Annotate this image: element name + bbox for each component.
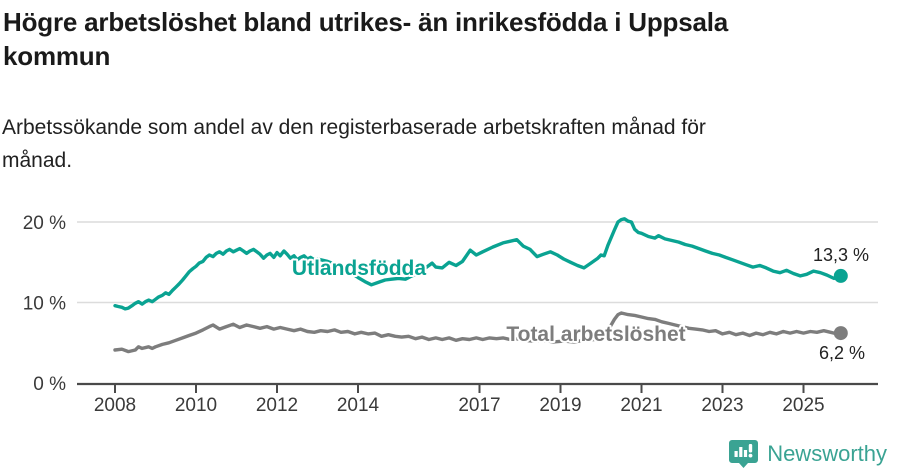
- x-tick-label: 2012: [256, 395, 298, 416]
- y-tick-label: 10 %: [23, 294, 66, 315]
- x-tick-label: 2023: [701, 395, 743, 416]
- title-line-2: kommun: [3, 41, 111, 71]
- total-end-dot: [833, 326, 848, 341]
- total-arbetsloshet-line: [113, 311, 843, 354]
- subtitle-line-2: månad.: [2, 149, 73, 172]
- x-axis: [77, 382, 878, 393]
- title-line-1: Högre arbetslöshet bland utrikes- än inr…: [3, 7, 729, 37]
- bar-chart-speech-bubble-icon: [729, 440, 759, 468]
- x-tick-label: 2010: [175, 395, 217, 416]
- total-series-label: Total arbetslöshet: [506, 323, 685, 346]
- subtitle-line-1: Arbetssökande som andel av den registerb…: [2, 116, 706, 139]
- logo-bars: [734, 444, 753, 458]
- newsworthy-attribution: Newsworthy: [728, 438, 887, 469]
- page-title: Högre arbetslöshet bland utrikes- än inr…: [3, 5, 893, 73]
- y-tick-label: 20 %: [23, 213, 66, 234]
- x-tick-label: 2014: [337, 395, 380, 416]
- utlandsfodda-series-label: Utlandsfödda: [292, 257, 426, 280]
- axis-tick-labels: 0 % 10 % 20 % 2008 2010 2012 2014 2017 2019 2021 2…: [23, 213, 825, 416]
- x-tick-label: 2019: [539, 395, 581, 416]
- chart-subtitle: Arbetssökande som andel av den registerb…: [2, 111, 892, 177]
- utlandsfodda-line: [113, 217, 843, 311]
- x-tick-label: 2008: [94, 395, 136, 416]
- x-tick-label: 2025: [782, 395, 824, 416]
- total-end-value-label: 6,2 %: [819, 343, 865, 363]
- x-tick-label: 2021: [620, 395, 662, 416]
- y-tick-label: 0 %: [33, 374, 66, 395]
- utlandsfodda-end-dot: [833, 268, 848, 283]
- brand-name: Newsworthy: [767, 440, 887, 466]
- gridlines: [77, 221, 878, 304]
- x-tick-label: 2017: [458, 395, 500, 416]
- utlandsfodda-end-value-label: 13,3 %: [813, 245, 869, 265]
